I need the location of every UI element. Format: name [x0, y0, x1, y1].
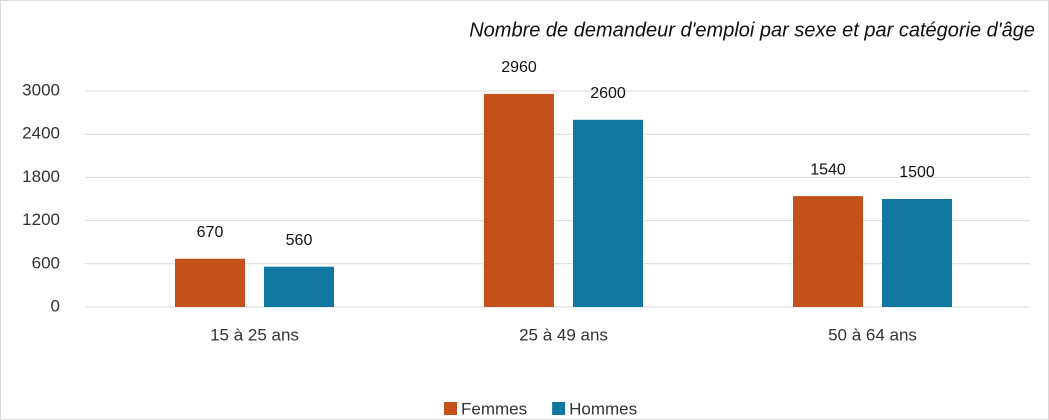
- y-tick-label: 2400: [22, 124, 60, 143]
- legend-swatch: [552, 402, 566, 415]
- x-tick-label: 15 à 25 ans: [210, 325, 299, 344]
- legend-label: Femmes: [461, 399, 527, 418]
- x-tick-label: 50 à 64 ans: [828, 325, 917, 344]
- bar: [484, 93, 554, 307]
- legend-swatch: [444, 402, 457, 415]
- value-label: 560: [286, 232, 313, 249]
- value-label: 1540: [810, 161, 846, 178]
- value-label: 1500: [899, 164, 935, 181]
- bar: [882, 199, 952, 307]
- value-label: 670: [197, 224, 224, 241]
- y-tick-label: 1200: [22, 210, 60, 229]
- bar: [264, 266, 334, 307]
- value-label: 2600: [590, 85, 626, 102]
- bar: [573, 119, 643, 307]
- y-tick-label: 0: [51, 296, 60, 315]
- chart-title: Nombre de demandeur d'emploi par sexe et…: [469, 19, 1035, 41]
- y-tick-label: 600: [32, 253, 60, 272]
- y-tick-label: 1800: [22, 167, 60, 186]
- legend-label: Hommes: [569, 399, 637, 418]
- bar: [175, 258, 245, 307]
- x-tick-label: 25 à 49 ans: [519, 325, 608, 344]
- bar: [793, 196, 863, 307]
- value-label: 2960: [501, 59, 537, 76]
- y-tick-label: 3000: [22, 80, 60, 99]
